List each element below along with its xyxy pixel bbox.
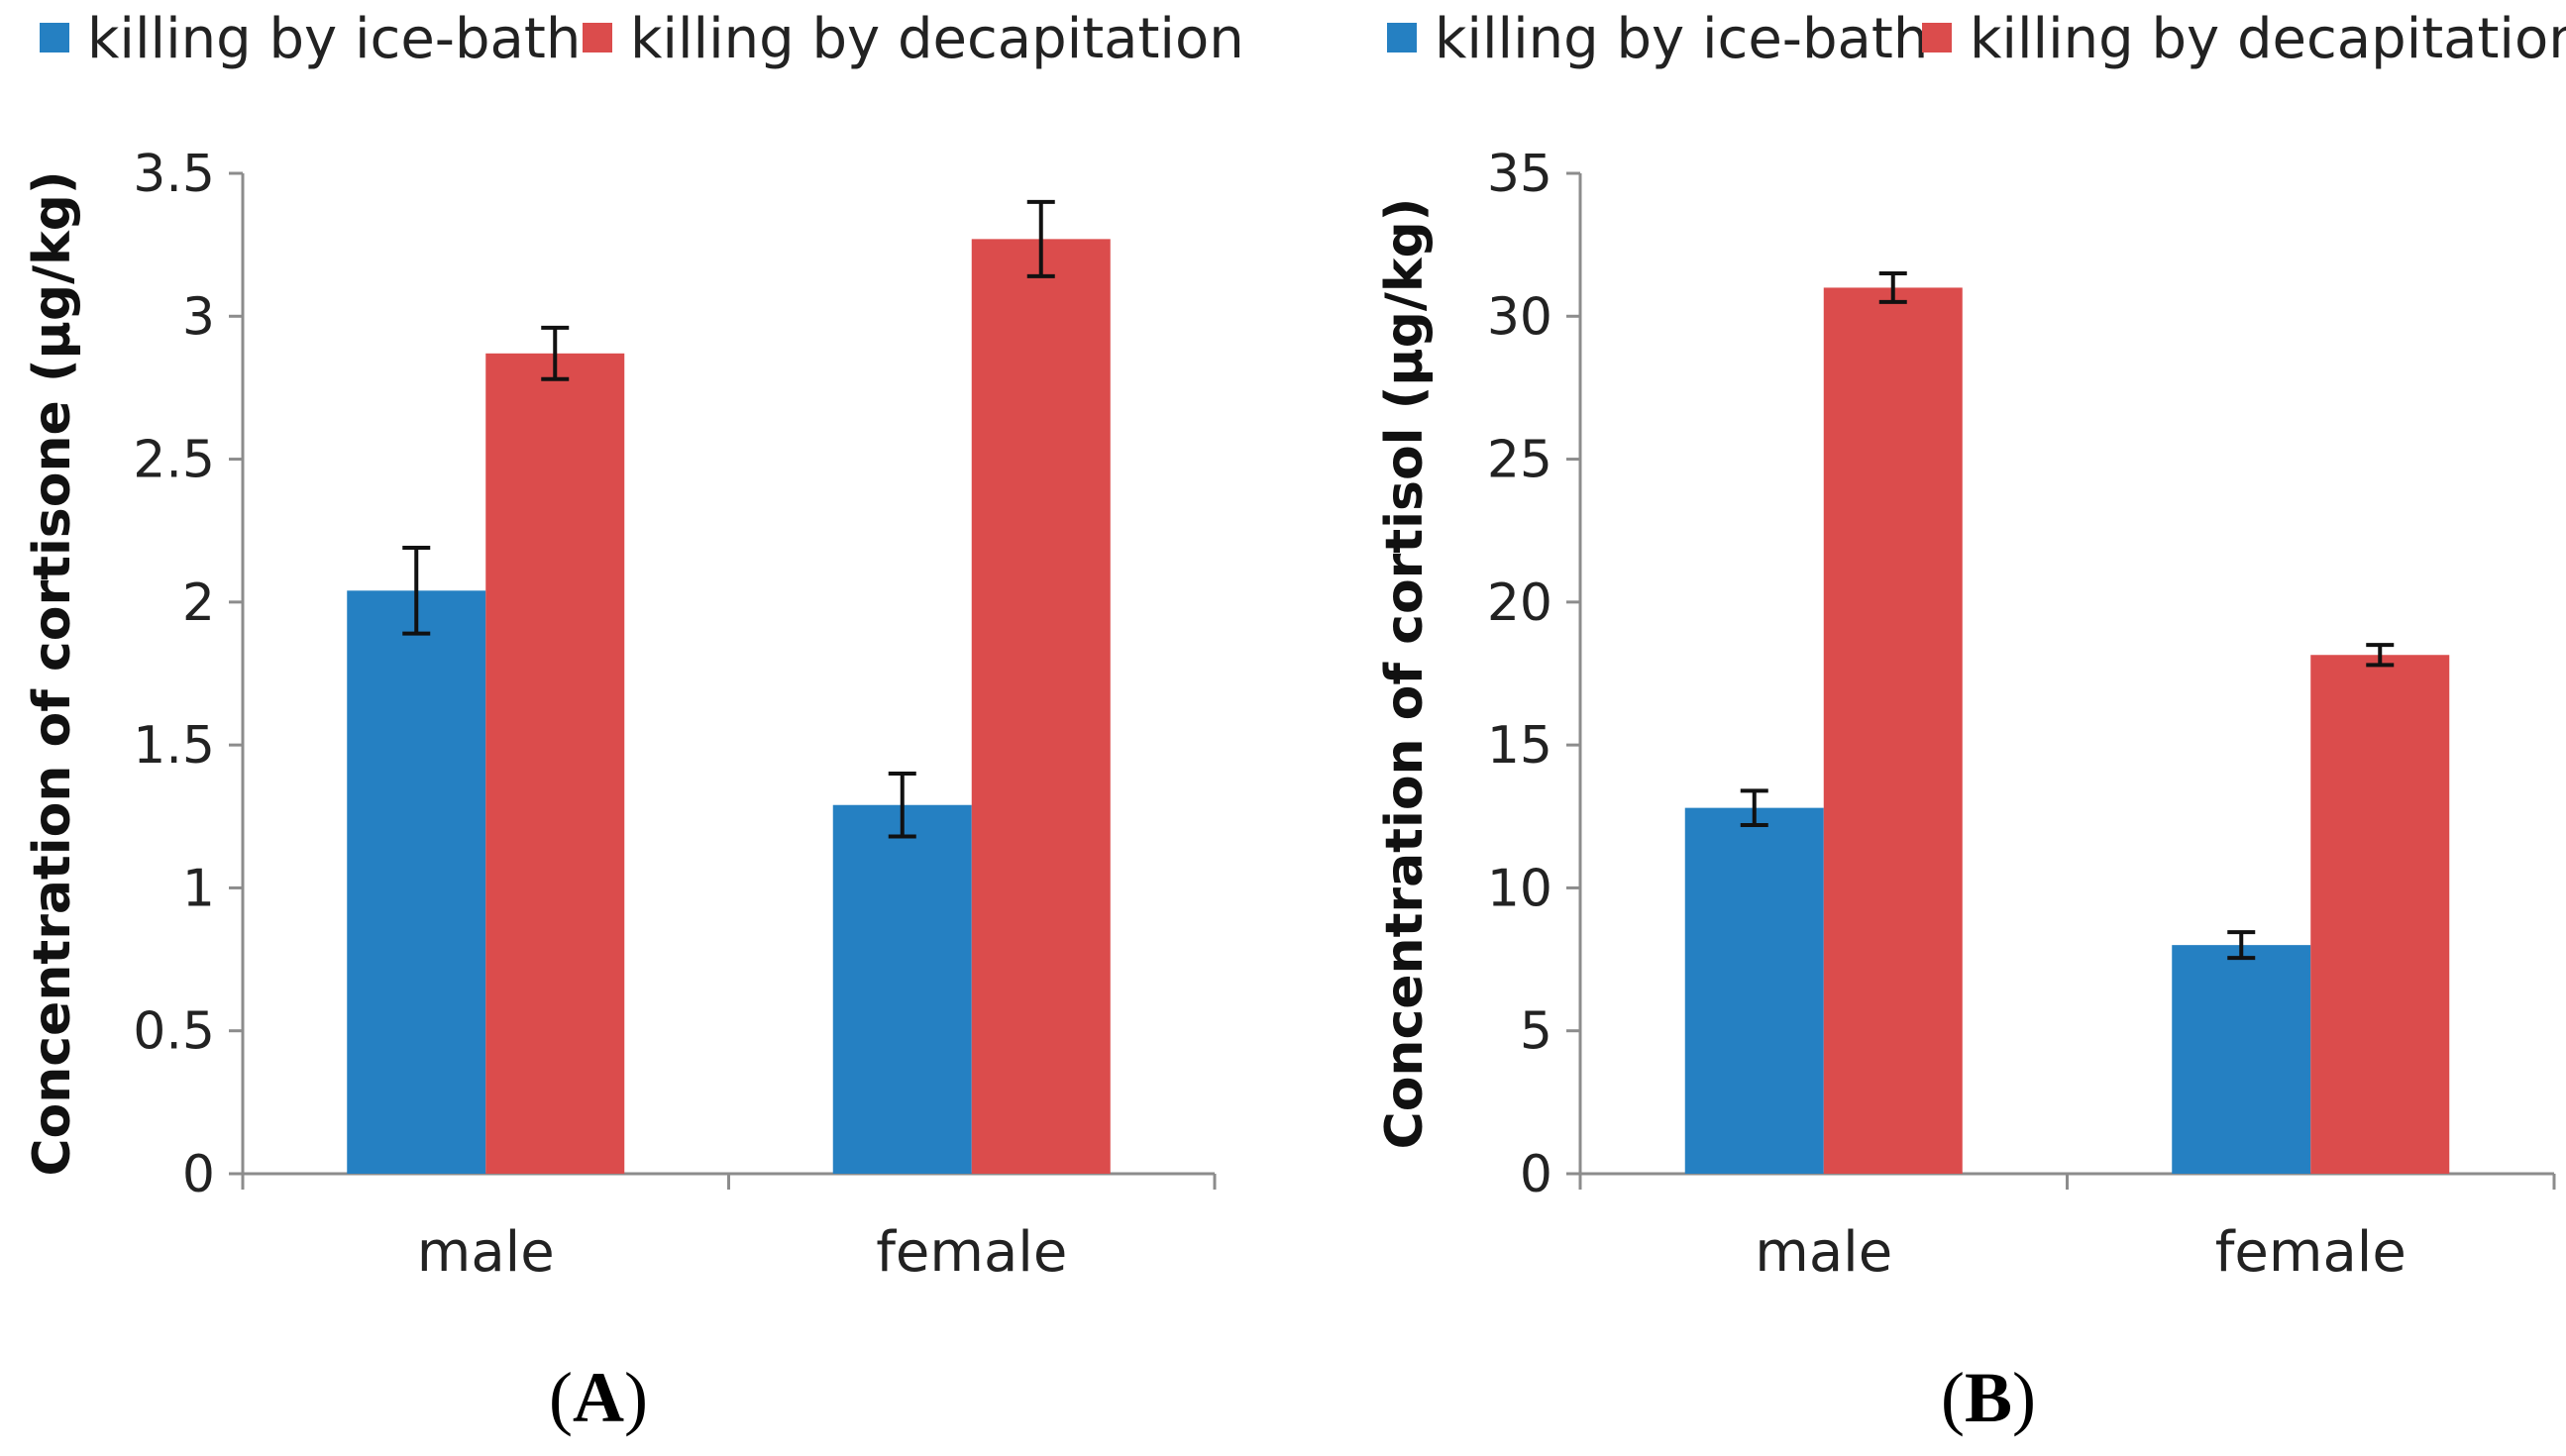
bar-decapitation-male [485,353,625,1174]
legend-swatch [583,23,612,52]
x-category-label: female [2215,1220,2406,1285]
y-tick-label: 35 [1487,145,1552,204]
y-tick-label: 30 [1487,287,1552,347]
legend-label: killing by decapitation [630,7,1244,71]
y-tick-label: 0.5 [133,1002,215,1062]
y-tick-label: 2.5 [133,431,215,490]
y-tick-label: 10 [1487,859,1552,918]
y-tick-label: 5 [1520,1002,1552,1062]
y-tick-label: 2 [182,573,215,633]
panel-b-chart: killing by ice-bath killing by decapitati… [1375,7,2566,1437]
y-tick-label: 0 [1520,1145,1552,1204]
y-tick-label: 1 [182,859,215,918]
y-tick-label: 0 [182,1145,215,1204]
y-axis-title: Concentration of cortisone (μg/kg) [23,170,82,1176]
y-tick-label: 15 [1487,716,1552,776]
bar-decapitation-female [971,239,1111,1174]
legend-label: killing by ice-bath [87,7,581,71]
panel-label: (A) [549,1358,648,1437]
legend-swatch [1387,23,1417,52]
y-tick-label: 3 [182,287,215,347]
x-category-label: male [417,1220,555,1285]
bar-ice-bath-female [832,804,972,1174]
legend-label: killing by ice-bath [1435,7,1928,71]
bar-ice-bath-male [347,590,486,1174]
y-tick-label: 3.5 [133,145,215,204]
y-axis-title: Concentration of cortisol (μg/kg) [1375,198,1435,1150]
x-category-label: female [876,1220,1067,1285]
legend-swatch [40,23,69,52]
bar-ice-bath-female [2172,945,2311,1174]
y-tick-label: 1.5 [133,716,215,776]
panel-label: (B) [1941,1358,2036,1437]
x-category-label: male [1755,1220,1892,1285]
y-tick-label: 25 [1487,431,1552,490]
panel-a-chart: killing by ice-bath killing by decapitati… [23,7,1244,1437]
bar-decapitation-male [1823,287,1963,1174]
legend-swatch [1922,23,1952,52]
legend-label: killing by decapitation [1970,7,2566,71]
y-tick-label: 20 [1487,573,1552,633]
bar-decapitation-female [2310,655,2450,1174]
bar-ice-bath-male [1684,807,1824,1174]
